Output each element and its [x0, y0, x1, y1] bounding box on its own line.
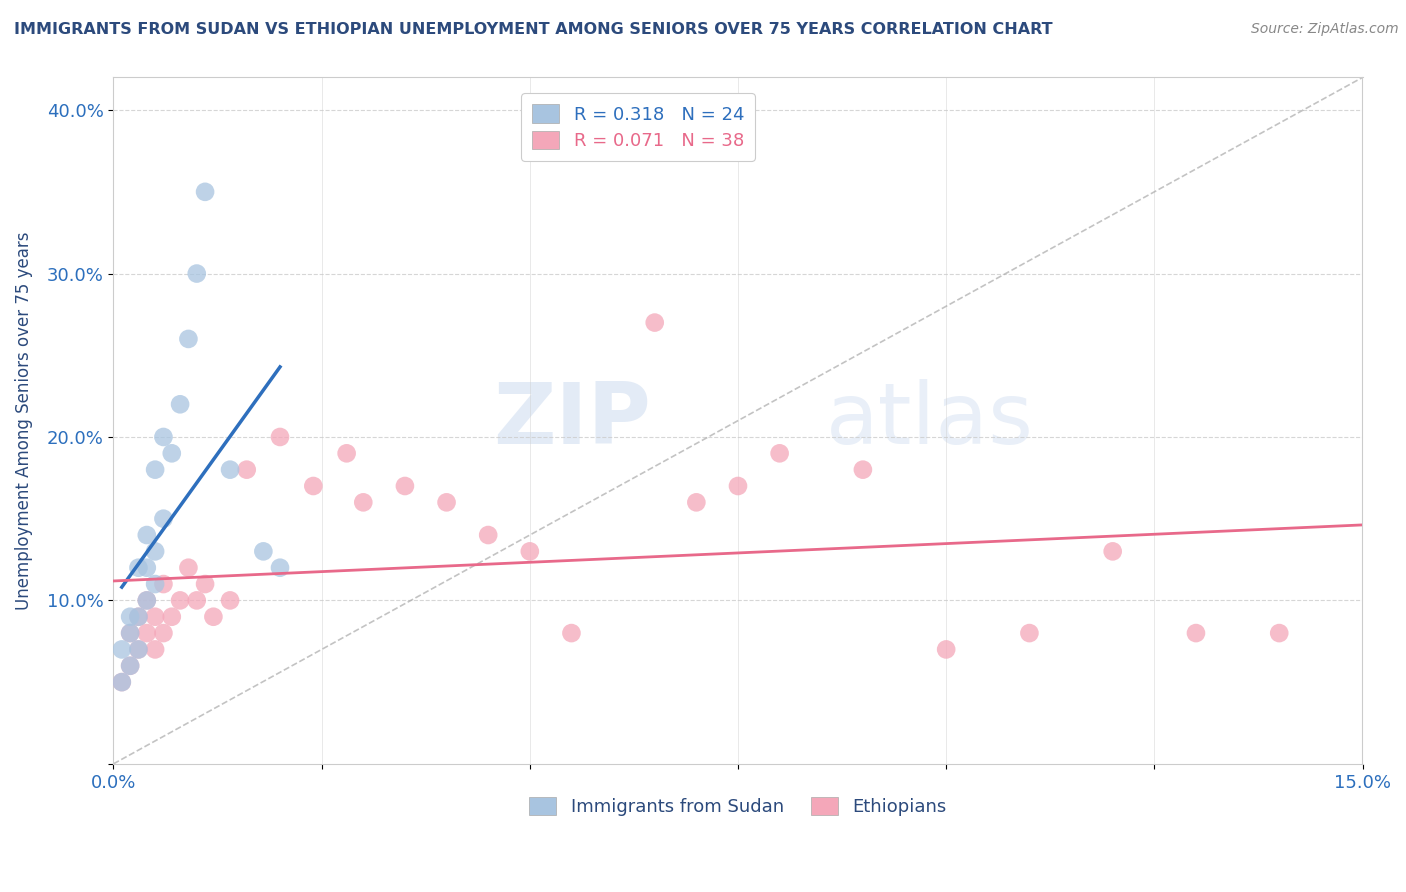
Point [152, 577, 174, 591]
Point [135, 528, 157, 542]
Point [120, 626, 142, 640]
Point [135, 593, 157, 607]
Point [269, 560, 291, 574]
Point [169, 397, 191, 411]
Point [120, 658, 142, 673]
Point [120, 609, 142, 624]
Point [302, 479, 325, 493]
Point [127, 642, 149, 657]
Point [852, 463, 875, 477]
Point [560, 626, 582, 640]
Point [143, 609, 166, 624]
Legend: Immigrants from Sudan, Ethiopians: Immigrants from Sudan, Ethiopians [522, 789, 955, 823]
Point [143, 642, 166, 657]
Text: atlas: atlas [825, 379, 1033, 462]
Point [186, 267, 208, 281]
Point [1268, 626, 1291, 640]
Point [160, 609, 183, 624]
Point [186, 593, 208, 607]
Point [120, 658, 142, 673]
Point [252, 544, 274, 558]
Text: Source: ZipAtlas.com: Source: ZipAtlas.com [1251, 22, 1399, 37]
Point [135, 626, 157, 640]
Point [127, 560, 149, 574]
Point [519, 544, 541, 558]
Point [111, 642, 134, 657]
Point [235, 463, 257, 477]
Point [169, 593, 191, 607]
Point [177, 332, 200, 346]
Point [644, 316, 666, 330]
Point [111, 675, 134, 690]
Point [768, 446, 790, 460]
Point [219, 463, 242, 477]
Point [111, 675, 134, 690]
Point [143, 463, 166, 477]
Point [143, 577, 166, 591]
Point [194, 185, 217, 199]
Text: ZIP: ZIP [494, 379, 651, 462]
Point [436, 495, 458, 509]
Point [336, 446, 359, 460]
Y-axis label: Unemployment Among Seniors over 75 years: Unemployment Among Seniors over 75 years [15, 231, 32, 610]
Point [152, 430, 174, 444]
Point [219, 593, 242, 607]
Point [477, 528, 499, 542]
Point [143, 544, 166, 558]
Point [152, 511, 174, 525]
Point [1101, 544, 1123, 558]
Point [127, 642, 149, 657]
Point [152, 626, 174, 640]
Point [127, 609, 149, 624]
Point [202, 609, 225, 624]
Point [685, 495, 707, 509]
Point [120, 626, 142, 640]
Point [1185, 626, 1208, 640]
Point [394, 479, 416, 493]
Text: IMMIGRANTS FROM SUDAN VS ETHIOPIAN UNEMPLOYMENT AMONG SENIORS OVER 75 YEARS CORR: IMMIGRANTS FROM SUDAN VS ETHIOPIAN UNEMP… [14, 22, 1053, 37]
Point [194, 577, 217, 591]
Point [935, 642, 957, 657]
Point [1018, 626, 1040, 640]
Point [269, 430, 291, 444]
Point [135, 593, 157, 607]
Point [160, 446, 183, 460]
Point [727, 479, 749, 493]
Point [135, 560, 157, 574]
Point [127, 609, 149, 624]
Point [352, 495, 374, 509]
Point [177, 560, 200, 574]
